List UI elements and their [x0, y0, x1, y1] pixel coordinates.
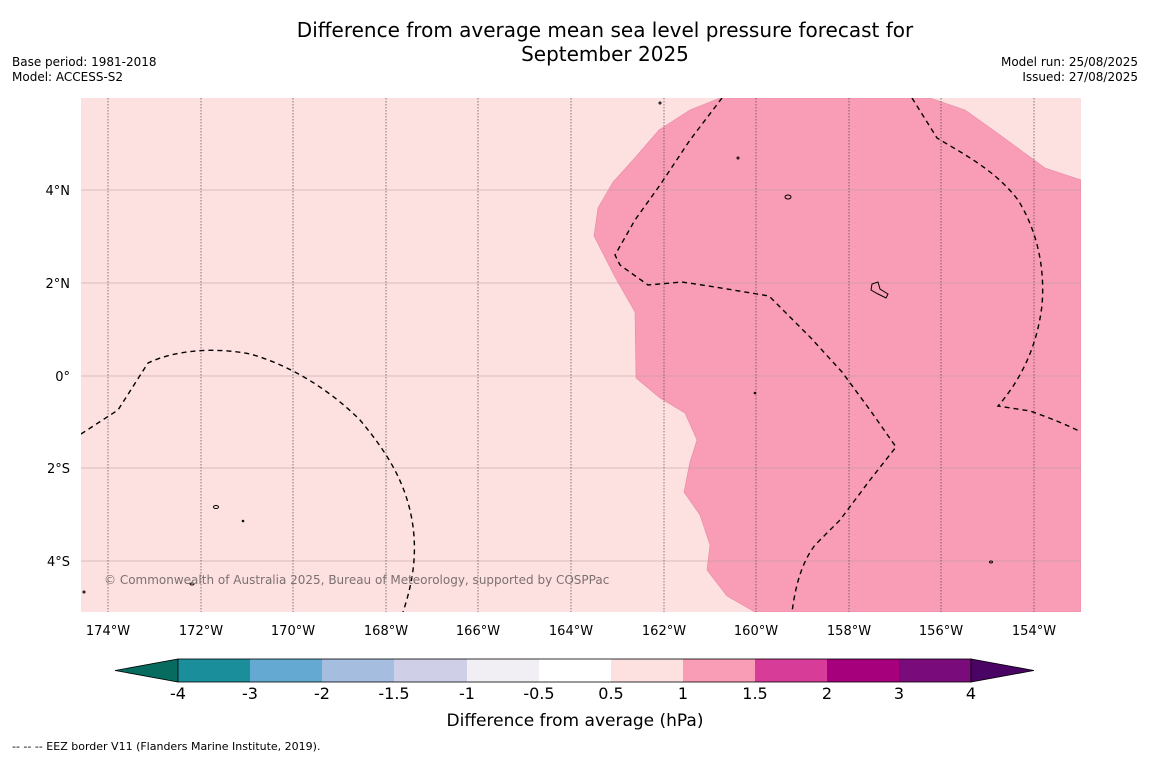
chart-title: Difference from average mean sea level p…: [230, 18, 980, 66]
lon-label-166w: 166°W: [456, 624, 500, 639]
island-9: [989, 560, 993, 564]
island-1: [784, 194, 792, 200]
lat-label-2n: 2°N: [46, 277, 71, 292]
island-10: [82, 590, 86, 594]
colorbar-tick-label: -0.5: [523, 684, 554, 703]
anomaly-region-1-to-1.5: [593, 98, 1081, 612]
colorbar-tick-label: 1.5: [742, 684, 767, 703]
colorbar-arrow-low: [114, 658, 179, 683]
islands: [82, 101, 993, 594]
island-5: [658, 101, 662, 105]
colorbar-segment: [322, 659, 394, 682]
lat-label-4s: 4°S: [47, 555, 70, 570]
copyright-notice: © Commonwealth of Australia 2025, Bureau…: [104, 573, 609, 587]
colorbar-tick-label: -2: [314, 684, 330, 703]
colorbar-segment: [683, 659, 755, 682]
title-line-2: September 2025: [521, 42, 689, 66]
colorbar-arrow-high: [970, 658, 1035, 683]
island-4: [189, 582, 195, 586]
latitude-labels: 4°N 2°N 0° 2°S 4°S: [46, 184, 71, 570]
lon-label-162w: 162°W: [642, 624, 686, 639]
lon-label-168w: 168°W: [364, 624, 408, 639]
colorbar-title: Difference from average (hPa): [447, 711, 704, 731]
eez-footnote: -- -- -- EEZ border V11 (Flanders Marine…: [12, 740, 321, 753]
eez-border-east-circle: [911, 98, 1081, 433]
colorbar-segment: [827, 659, 899, 682]
eez-border-west: [81, 349, 416, 612]
lon-label-174w: 174°W: [86, 624, 130, 639]
colorbar-segment: [539, 659, 611, 682]
model-name: Model: ACCESS-S2: [12, 70, 124, 84]
meta-right: Model run: 25/08/2025 Issued: 27/08/2025: [1001, 55, 1138, 85]
colorbar-outline: [177, 658, 972, 683]
longitude-labels: 174°W 172°W 170°W 168°W 166°W 164°W 162°…: [86, 624, 1056, 639]
colorbar-tick-label: 4: [966, 684, 976, 703]
colorbar-tick-label: 2: [822, 684, 832, 703]
lon-label-156w: 156°W: [919, 624, 963, 639]
lon-label-172w: 172°W: [179, 624, 223, 639]
colorbar-segment: [899, 659, 971, 682]
issued-date: Issued: 27/08/2025: [1022, 70, 1138, 84]
colorbar-segment: [178, 659, 250, 682]
colorbar-tick-label: 1: [678, 684, 688, 703]
colorbar-segment: [611, 659, 683, 682]
colorbar-tick-label: -3: [242, 684, 258, 703]
colorbar-segment: [755, 659, 827, 682]
lon-label-158w: 158°W: [827, 624, 871, 639]
island-7: [241, 519, 245, 523]
model-run: Model run: 25/08/2025: [1000, 55, 1138, 69]
colorbar-segment: [394, 659, 467, 682]
lat-label-4n: 4°N: [46, 184, 71, 199]
eez-borders: [81, 98, 1081, 612]
lon-label-164w: 164°W: [549, 624, 593, 639]
graticule: [81, 98, 1081, 612]
lon-label-170w: 170°W: [271, 624, 315, 639]
lon-label-160w: 160°W: [734, 624, 778, 639]
lat-label-2s: 2°S: [47, 462, 70, 477]
title-line-1: Difference from average mean sea level p…: [296, 18, 914, 42]
colorbar-tick-label: -4: [170, 684, 186, 703]
lat-label-0: 0°: [55, 370, 70, 385]
map-panel: © Commonwealth of Australia 2025, Bureau…: [81, 98, 1081, 612]
island-2: [870, 281, 889, 299]
colorbar-tick-label: 0.5: [598, 684, 623, 703]
base-period: Base period: 1981-2018: [12, 55, 157, 69]
island-6: [736, 156, 740, 160]
colorbar: -4 -3 -2 -1.5 -1 -0.5 0.5 1 1.5 2 3 4 Di…: [114, 658, 1035, 731]
lon-label-154w: 154°W: [1012, 624, 1056, 639]
colorbar-tick-label: -1.5: [378, 684, 409, 703]
colorbar-tick-label: 3: [894, 684, 904, 703]
eez-border-east-north: [614, 98, 897, 612]
island-8: [753, 391, 757, 395]
colorbar-tick-label: -1: [459, 684, 475, 703]
colorbar-segment: [250, 659, 322, 682]
colorbar-segment: [467, 659, 539, 682]
island-3: [213, 505, 219, 509]
meta-left: Base period: 1981-2018 Model: ACCESS-S2: [12, 55, 157, 85]
